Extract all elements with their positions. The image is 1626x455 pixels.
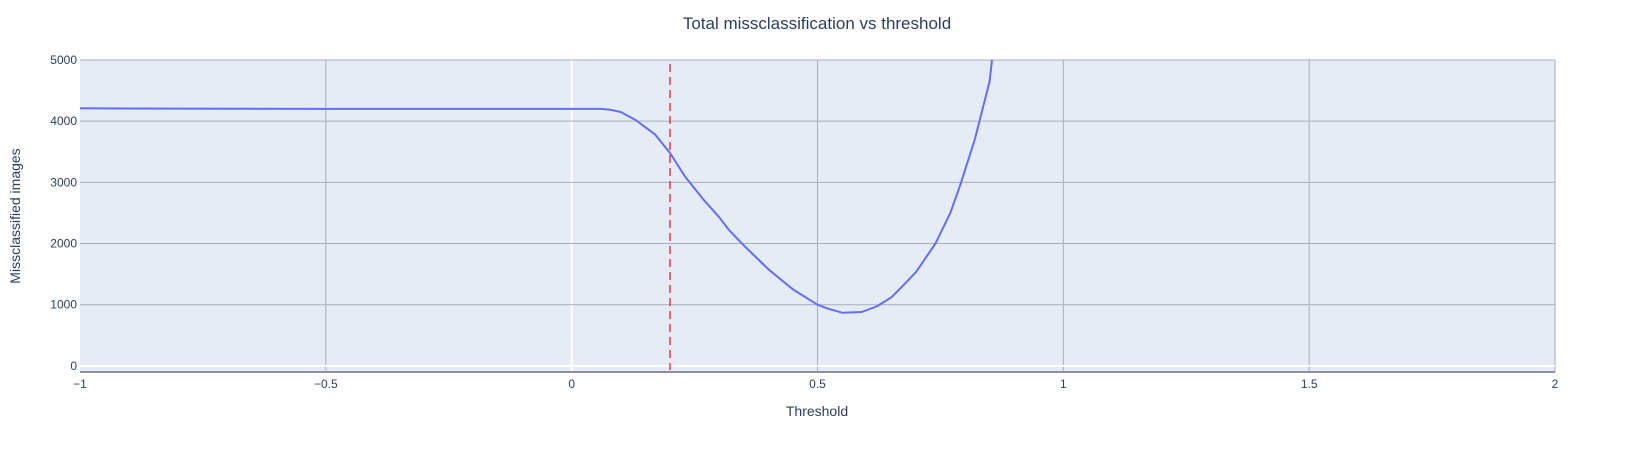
x-tick-label: 0.5	[809, 377, 826, 391]
y-axis-title: Missclassified images	[7, 148, 23, 283]
series-layer	[79, 59, 993, 314]
y-tick-label: 0	[70, 359, 77, 373]
series-line	[79, 59, 993, 314]
y-tick-label: 5000	[50, 53, 77, 67]
x-tick-label: −0.5	[314, 377, 338, 391]
grid-lines	[80, 59, 1556, 372]
y-tick-labels: 0 1000 2000 3000 4000 5000	[50, 53, 77, 373]
y-tick-label: 1000	[50, 298, 77, 312]
x-tick-label: 1	[1060, 377, 1067, 391]
x-tick-labels: −1 −0.5 0 0.5 1 1.5 2	[73, 377, 1559, 391]
y-tick-label: 2000	[50, 237, 77, 251]
x-tick-label: 2	[1552, 377, 1559, 391]
x-axis-title: Threshold	[786, 403, 848, 419]
x-tick-label: 0	[568, 377, 575, 391]
x-tick-label: −1	[73, 377, 87, 391]
chart-title: Total missclassification vs threshold	[683, 14, 951, 33]
y-tick-label: 3000	[50, 175, 77, 189]
x-tick-label: 1.5	[1301, 377, 1318, 391]
y-tick-label: 4000	[50, 114, 77, 128]
